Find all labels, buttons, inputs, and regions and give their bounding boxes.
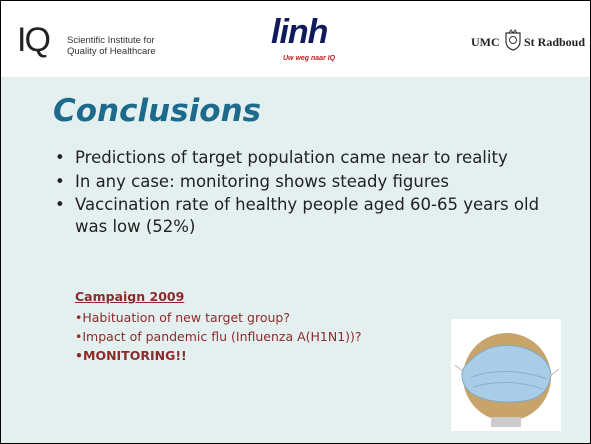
iq-text-line: Quality of Healthcare — [67, 46, 156, 57]
umc-name: St Radboud — [524, 35, 585, 50]
slide: IQ Scientific Institute for Quality of H… — [0, 0, 591, 444]
umc-logo: UMC — [471, 35, 500, 50]
iq-logo: IQ — [17, 21, 49, 60]
campaign-item: MONITORING!! — [75, 346, 362, 365]
campaign-item: Impact of pandemic flu (Influenza A(H1N1… — [75, 327, 362, 346]
globe-image — [451, 319, 561, 431]
linh-logo: linh — [271, 13, 327, 52]
slide-title: Conclusions — [53, 93, 261, 129]
iq-logo-text: Scientific Institute for Quality of Heal… — [67, 35, 156, 57]
crest-icon — [504, 29, 522, 51]
linh-tagline: Uw weg naar IQ — [283, 55, 335, 62]
bullet: In any case: monitoring shows steady fig… — [53, 171, 563, 193]
campaign-item: Habituation of new target group? — [75, 308, 362, 327]
bullet: Vaccination rate of healthy people aged … — [53, 194, 563, 237]
campaign-list: Habituation of new target group? Impact … — [75, 308, 362, 365]
header: IQ Scientific Institute for Quality of H… — [1, 1, 590, 77]
bullet: Predictions of target population came ne… — [53, 147, 563, 169]
bullet-list: Predictions of target population came ne… — [53, 147, 563, 239]
campaign-title: Campaign 2009 — [75, 289, 184, 304]
iq-text-line: Scientific Institute for — [67, 35, 156, 46]
